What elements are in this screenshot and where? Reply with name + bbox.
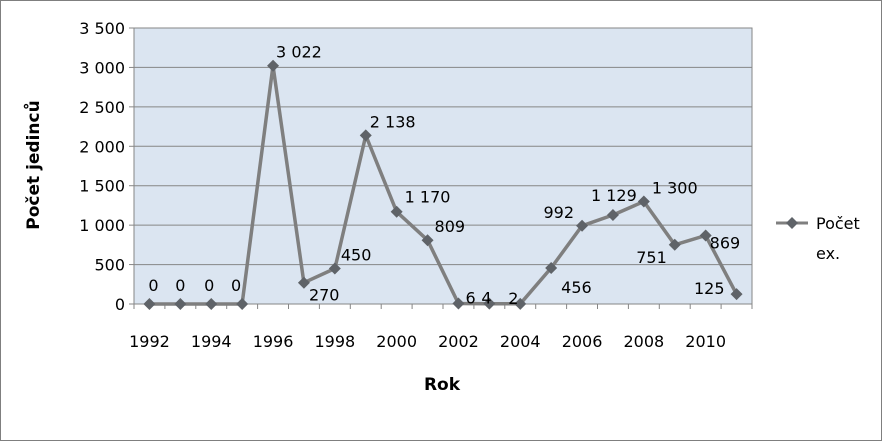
- x-tick-label: 2010: [685, 332, 726, 351]
- data-point: [205, 298, 218, 310]
- y-tick-label: 0: [115, 295, 125, 314]
- data-label: 0: [204, 276, 214, 295]
- data-label: 270: [309, 286, 340, 305]
- y-tick-label: 2 500: [79, 98, 125, 117]
- data-label: 0: [148, 276, 158, 295]
- y-tick-label: 1 500: [79, 177, 125, 196]
- y-tick-label: 3 500: [79, 19, 125, 38]
- x-axis-title: Rok: [424, 375, 461, 395]
- legend-label-line1: Počet: [816, 214, 860, 233]
- data-label: 869: [710, 233, 741, 252]
- y-tick-label: 3 000: [79, 58, 125, 77]
- data-label: 1 129: [591, 186, 637, 205]
- data-point: [668, 238, 681, 251]
- y-tick-label: 500: [94, 256, 125, 275]
- data-label: 751: [636, 248, 667, 267]
- data-label: 1 170: [405, 188, 451, 207]
- x-tick-label: 1998: [314, 332, 355, 351]
- data-point: [452, 297, 465, 310]
- y-axis-ticks: 0 500 1 000 1 500 2 000 2 500 3 000 3 500: [79, 19, 134, 314]
- data-label: 4: [481, 289, 491, 308]
- data-label: 456: [561, 278, 592, 297]
- data-point: [421, 234, 434, 247]
- data-label: 992: [544, 203, 575, 222]
- data-label: 2: [508, 289, 518, 308]
- legend: Počet ex.: [776, 214, 860, 263]
- data-point: [637, 195, 650, 208]
- x-tick-label: 2000: [376, 332, 417, 351]
- y-tick-label: 2 000: [79, 137, 125, 156]
- legend-label-line2: ex.: [816, 244, 840, 263]
- data-point: [730, 288, 743, 301]
- data-point: [514, 297, 527, 310]
- data-point: [236, 298, 249, 310]
- x-tick-label: 2004: [500, 332, 541, 351]
- data-point: [699, 229, 712, 242]
- data-point: [267, 59, 280, 72]
- data-point: [174, 298, 187, 310]
- data-label: 0: [231, 276, 241, 295]
- plot-area: [133, 27, 753, 305]
- y-tick-label: 1 000: [79, 216, 125, 235]
- data-point: [483, 297, 496, 310]
- data-label: 809: [435, 217, 466, 236]
- data-point: [328, 262, 341, 275]
- x-tick-label: 1992: [129, 332, 170, 351]
- data-point: [390, 205, 403, 218]
- x-axis-ticks: 1992 1994 1996 1998 2000 2002 2004 2006 2008 2010: [129, 304, 753, 351]
- series-group: [143, 59, 743, 310]
- data-label: 125: [694, 279, 725, 298]
- data-point: [143, 298, 156, 310]
- x-tick-label: 2002: [438, 332, 479, 351]
- x-tick-label: 1994: [191, 332, 232, 351]
- legend-marker: [786, 217, 798, 229]
- series-line: [149, 63, 739, 306]
- y-axis-title: Počet jedinců: [22, 100, 44, 229]
- gridlines: [134, 66, 752, 266]
- data-point: [545, 262, 558, 275]
- data-label: 1 300: [652, 178, 698, 197]
- data-label: 3 022: [276, 43, 322, 62]
- x-tick-label: 2008: [623, 332, 664, 351]
- data-label: 450: [341, 246, 372, 265]
- data-point: [576, 219, 589, 232]
- data-point: [606, 208, 619, 221]
- data-label: 2 138: [370, 112, 416, 131]
- x-tick-label: 1996: [253, 332, 294, 351]
- data-point: [297, 276, 310, 289]
- data-point: [359, 129, 372, 142]
- data-label: 0: [175, 276, 185, 295]
- x-tick-label: 2006: [562, 332, 603, 351]
- data-label: 6: [465, 289, 475, 308]
